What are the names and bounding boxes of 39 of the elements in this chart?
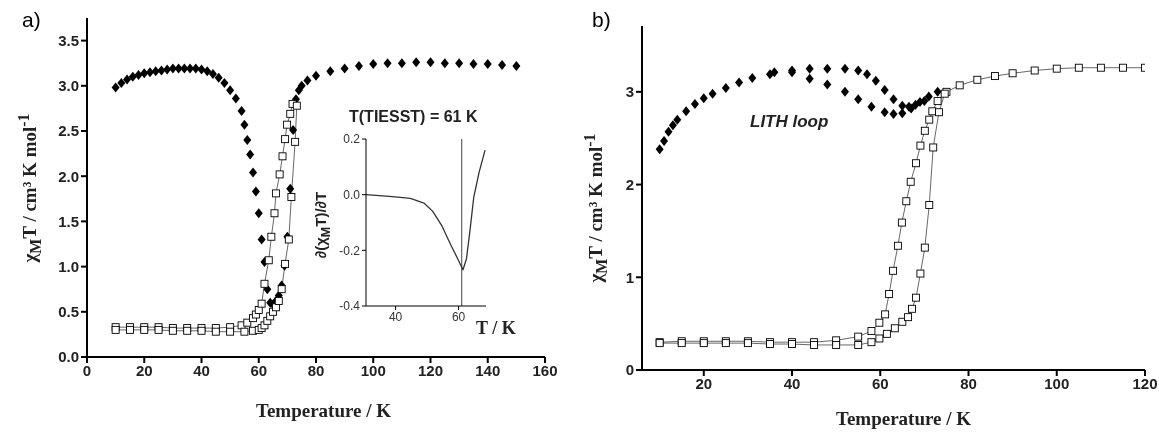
x-tick-label: 80: [960, 374, 977, 392]
x-tick-label: 40: [193, 361, 210, 379]
chart-title: b): [592, 8, 611, 32]
x-tick-label: 100: [1044, 374, 1070, 392]
y-tick-label: 1: [625, 268, 634, 286]
x-tick-label: 160: [532, 361, 558, 379]
x-tick-label: 80: [307, 361, 325, 379]
y-tick-label: -0.4: [339, 299, 361, 314]
chart-title: T(TIESST) = 61 K: [349, 108, 478, 126]
annotation: LITH loop: [750, 112, 829, 132]
y-tick-label: 3.5: [58, 31, 79, 49]
y-tick-label: 2: [625, 175, 634, 193]
y-tick-label: 0.0: [58, 348, 79, 366]
x-tick-label: 120: [417, 361, 444, 379]
chart-title: a): [22, 8, 41, 32]
x-tick-label: 20: [695, 374, 713, 392]
x-axis-title: Temperature / K: [836, 408, 972, 430]
y-tick-label: 3.0: [58, 77, 79, 95]
y-tick-label: -0.2: [339, 243, 361, 258]
x-tick-label: 20: [135, 361, 153, 379]
x-tick-label: 0: [82, 361, 92, 379]
y-tick-label: 1.0: [58, 257, 79, 275]
x-tick-label: 100: [360, 361, 386, 379]
x-tick-label: 40: [388, 309, 403, 324]
y-tick-label: 3: [625, 83, 634, 101]
x-tick-label: 120: [1132, 374, 1158, 392]
y-tick-label: 0.0: [343, 187, 361, 202]
x-tick-label: 40: [783, 374, 801, 392]
y-tick-label: 1.5: [58, 212, 79, 230]
y-tick-label: 2.0: [58, 167, 79, 185]
y-tick-label: 0.5: [58, 303, 79, 321]
x-axis-title: T / K: [476, 318, 516, 339]
x-axis-title: Temperature / K: [256, 400, 392, 422]
x-tick-label: 60: [871, 374, 889, 392]
x-tick-label: 60: [451, 309, 466, 324]
y-tick-label: 2.5: [58, 122, 79, 140]
y-tick-label: 0.2: [343, 132, 361, 147]
x-tick-label: 140: [475, 361, 501, 379]
x-tick-label: 60: [250, 361, 268, 379]
